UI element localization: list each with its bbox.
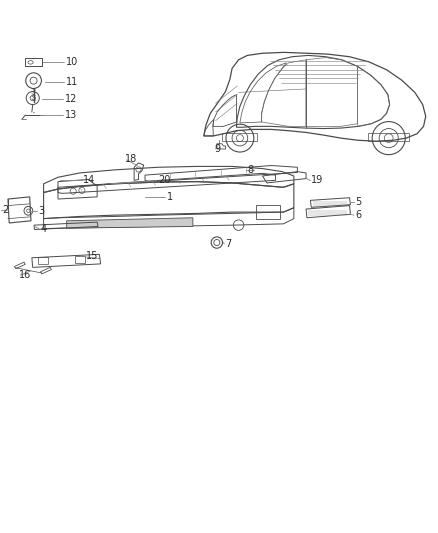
Bar [256, 205, 280, 219]
Text: 4: 4 [41, 224, 47, 233]
Polygon shape [67, 218, 193, 228]
Text: 14: 14 [83, 175, 95, 185]
Bar [25, 59, 42, 66]
Text: 1: 1 [167, 192, 173, 202]
Text: 6: 6 [355, 210, 361, 220]
Text: 9: 9 [215, 144, 221, 154]
Text: 20: 20 [158, 175, 170, 185]
Text: 3: 3 [39, 206, 45, 216]
Bar [75, 256, 85, 263]
Bar [39, 257, 48, 264]
Bar [223, 133, 257, 141]
Text: 12: 12 [64, 94, 77, 104]
Text: 2: 2 [2, 205, 8, 215]
Text: 15: 15 [86, 251, 99, 261]
Bar [368, 133, 409, 141]
Text: 18: 18 [125, 154, 138, 164]
Text: 16: 16 [19, 270, 31, 280]
Text: 8: 8 [247, 165, 254, 175]
Text: 13: 13 [64, 110, 77, 120]
Text: 7: 7 [226, 239, 232, 249]
Text: 5: 5 [355, 197, 361, 207]
Text: 11: 11 [66, 77, 78, 86]
Text: 19: 19 [311, 175, 324, 185]
Text: 10: 10 [66, 57, 78, 67]
